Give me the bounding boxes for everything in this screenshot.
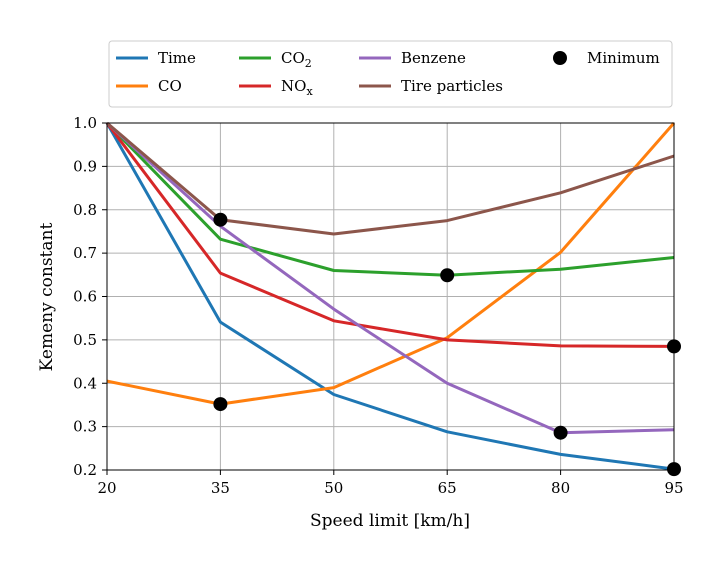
legend-label-nox-sub: x [306, 85, 313, 98]
legend-label-minimum: Minimum [587, 49, 660, 67]
series-line-tire-particles [106, 121, 675, 236]
x-tick-label: 65 [438, 479, 457, 497]
y-tick-label: 0.2 [73, 461, 97, 479]
series-line-nox [105, 122, 675, 348]
y-tick-label: 0.7 [73, 244, 97, 262]
series-line-time [105, 122, 675, 471]
y-tick-label: 1.0 [73, 114, 97, 132]
x-tick-label: 95 [664, 479, 683, 497]
legend-label-tire-particles: Tire particles [401, 77, 503, 95]
grid-lines [106, 122, 675, 471]
axis-ticks: 20 35 50 65 80 95 0.2 0.3 0.4 0.5 0.6 0.7 0.8 0.9 1.0 [73, 114, 683, 497]
y-tick-label: 0.4 [73, 374, 97, 392]
y-tick-label: 0.5 [73, 331, 97, 349]
series-lines [105, 121, 676, 471]
minimum-marker-benzene [553, 425, 568, 440]
minimum-marker-co [213, 397, 228, 412]
legend-label-time: Time [158, 49, 196, 67]
x-tick-label: 80 [551, 479, 570, 497]
x-tick-label: 35 [211, 479, 230, 497]
legend-label-co: CO [158, 77, 182, 95]
x-tick-label: 50 [324, 479, 343, 497]
legend-swatch-minimum [553, 51, 567, 65]
legend-label-nox: NOx [281, 77, 313, 98]
legend-label-nox-main: NO [281, 77, 306, 95]
y-tick-label: 0.8 [73, 201, 97, 219]
legend-label-co2: CO2 [281, 49, 312, 70]
legend-label-co2-main: CO [281, 49, 305, 67]
minimum-marker-tire-particles [213, 212, 228, 227]
y-tick-label: 0.9 [73, 157, 97, 175]
legend-label-co2-sub: 2 [305, 57, 312, 70]
series-line-co [106, 122, 676, 406]
x-axis-label: Speed limit [km/h] [310, 511, 470, 531]
legend: Time CO CO2 NOx Benzene Tire particles M… [108, 40, 673, 108]
minimum-marker-co2 [440, 268, 455, 283]
x-tick-label: 20 [97, 479, 116, 497]
series-line-co2 [105, 121, 675, 277]
y-tick-label: 0.6 [73, 288, 97, 306]
y-tick-label: 0.3 [73, 418, 97, 436]
y-axis-label: Kemeny constant [37, 223, 57, 372]
legend-label-benzene: Benzene [401, 49, 466, 67]
series-line-benzene [105, 121, 675, 435]
